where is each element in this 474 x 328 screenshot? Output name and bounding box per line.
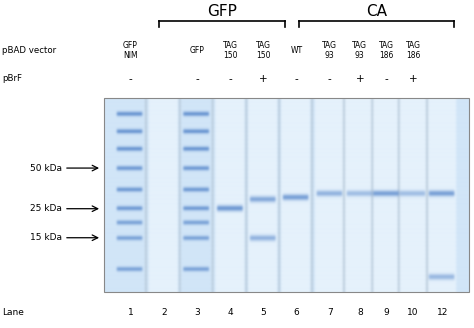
Text: 9: 9 xyxy=(383,308,389,317)
Text: Lane: Lane xyxy=(2,308,24,317)
Text: +: + xyxy=(356,74,364,84)
Text: 25 kDa: 25 kDa xyxy=(30,204,62,213)
Text: -: - xyxy=(328,74,332,84)
Text: pBrF: pBrF xyxy=(2,74,22,83)
Text: TAG
186: TAG 186 xyxy=(406,41,420,60)
Text: 1: 1 xyxy=(128,308,134,317)
Text: 6: 6 xyxy=(294,308,300,317)
Text: 3: 3 xyxy=(194,308,200,317)
Text: -: - xyxy=(128,74,132,84)
Text: -: - xyxy=(384,74,388,84)
Text: 5: 5 xyxy=(261,308,266,317)
Text: pBAD vector: pBAD vector xyxy=(2,46,56,55)
Text: TAG
93: TAG 93 xyxy=(322,41,337,60)
Text: 50 kDa: 50 kDa xyxy=(29,164,62,173)
Text: TAG
186: TAG 186 xyxy=(379,41,394,60)
Text: 7: 7 xyxy=(327,308,333,317)
Text: 12: 12 xyxy=(437,308,448,317)
Text: 8: 8 xyxy=(357,308,363,317)
Text: -: - xyxy=(295,74,299,84)
Text: GFP: GFP xyxy=(190,46,204,55)
Text: -: - xyxy=(228,74,232,84)
Text: GFP: GFP xyxy=(207,4,237,19)
Text: 2: 2 xyxy=(161,308,166,317)
Text: -: - xyxy=(195,74,199,84)
Text: 10: 10 xyxy=(407,308,419,317)
Text: 15 kDa: 15 kDa xyxy=(29,233,62,242)
Text: WT: WT xyxy=(291,46,303,55)
Text: TAG
93: TAG 93 xyxy=(352,41,367,60)
Text: 4: 4 xyxy=(228,308,233,317)
Text: +: + xyxy=(409,74,418,84)
Text: +: + xyxy=(259,74,268,84)
Text: TAG
150: TAG 150 xyxy=(223,41,237,60)
Text: TAG
150: TAG 150 xyxy=(256,41,271,60)
Text: GFP
NIM: GFP NIM xyxy=(123,41,138,60)
Text: CA: CA xyxy=(366,4,387,19)
